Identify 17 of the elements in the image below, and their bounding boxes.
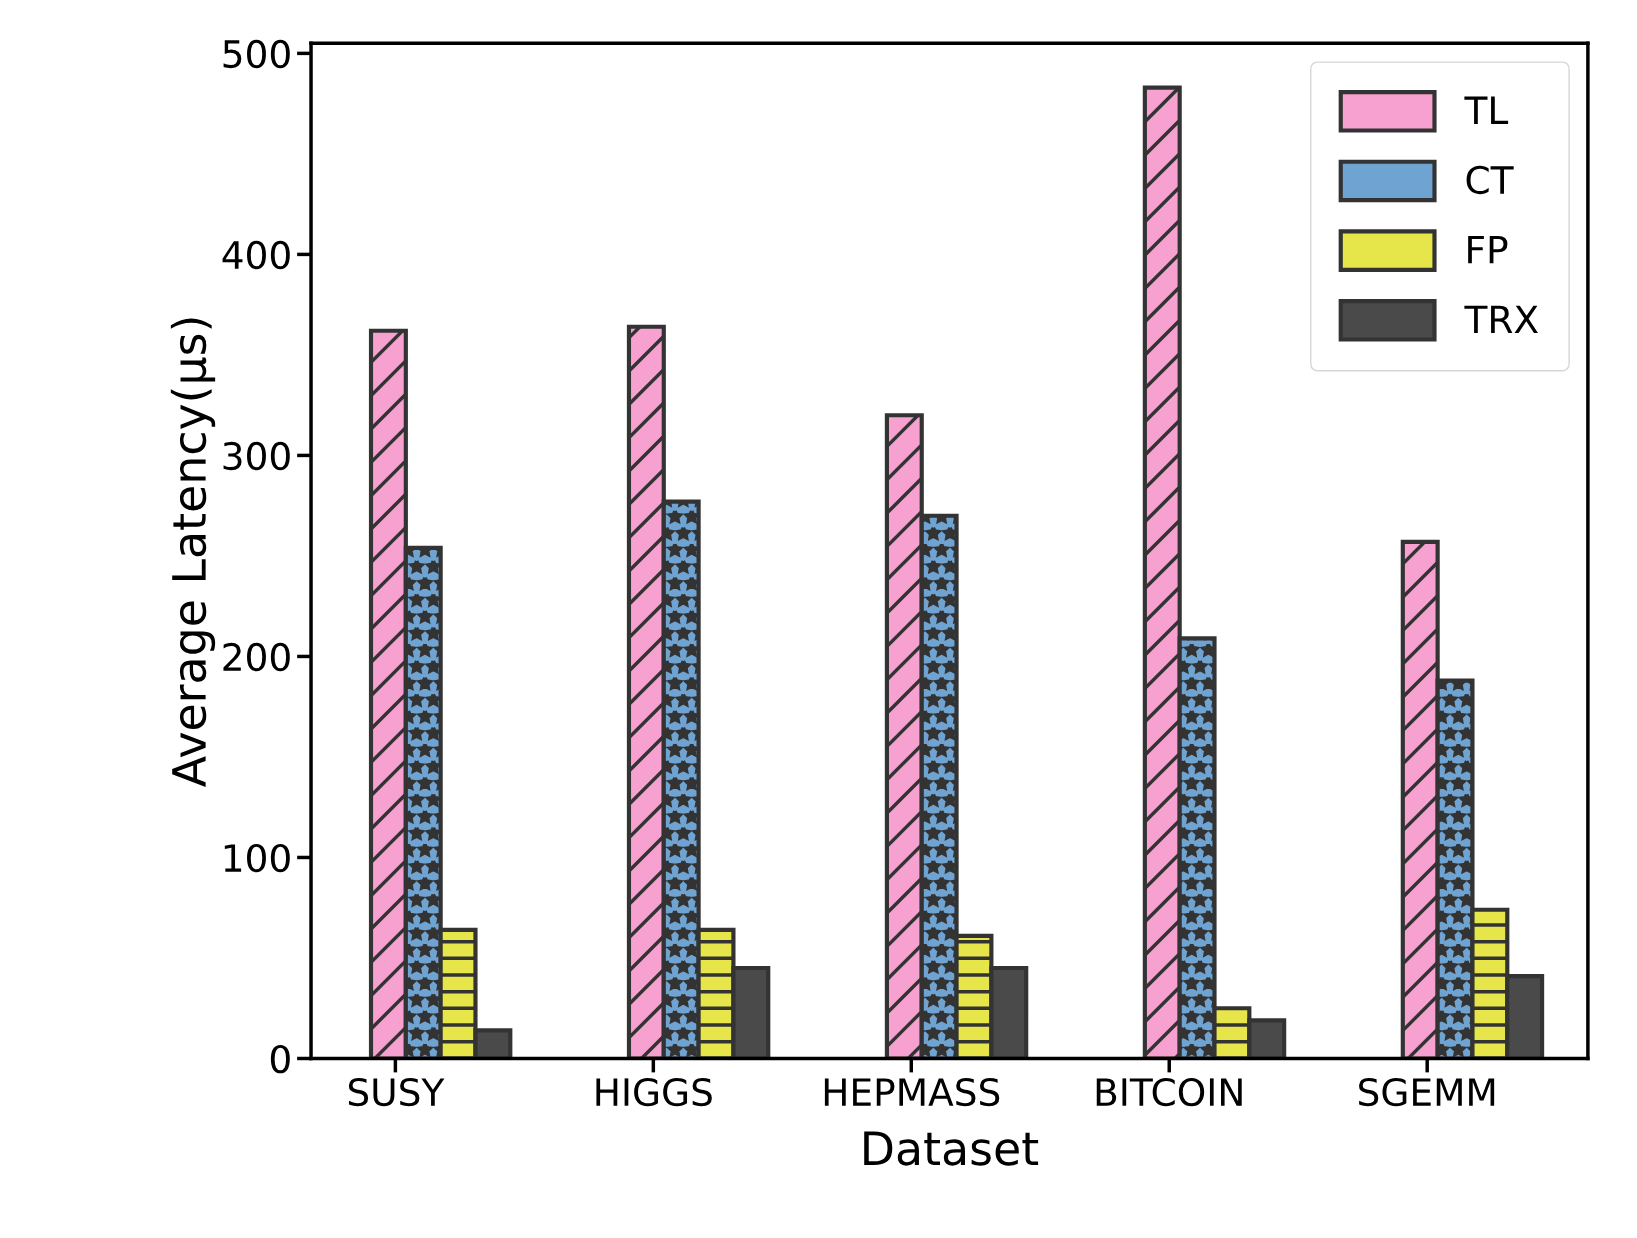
legend-label: CT	[1466, 165, 1514, 195]
y-tick-label: 0	[270, 1044, 290, 1074]
y-tick-label: 300	[223, 441, 290, 471]
x-tick-label: SUSY	[348, 1077, 445, 1107]
x-tick-label: SGEMM	[1359, 1077, 1495, 1107]
x-tick-label: HEPMASS	[824, 1077, 1000, 1107]
y-axis-title: Average Latency(µs)	[170, 318, 216, 787]
y-tick-label: 400	[222, 240, 290, 270]
y-tick-label: 100	[224, 843, 290, 873]
y-tick-label: 200	[223, 642, 290, 672]
y-tick-label: 500	[223, 39, 290, 69]
legend-label: FP	[1468, 235, 1508, 264]
x-tick-label: HIGGS	[596, 1077, 712, 1107]
legend-label: TRX	[1464, 305, 1538, 333]
x-axis-title: Dataset	[864, 1131, 1039, 1166]
legend-label: TL	[1464, 96, 1509, 124]
x-tick-label: BITCOIN	[1096, 1077, 1242, 1107]
